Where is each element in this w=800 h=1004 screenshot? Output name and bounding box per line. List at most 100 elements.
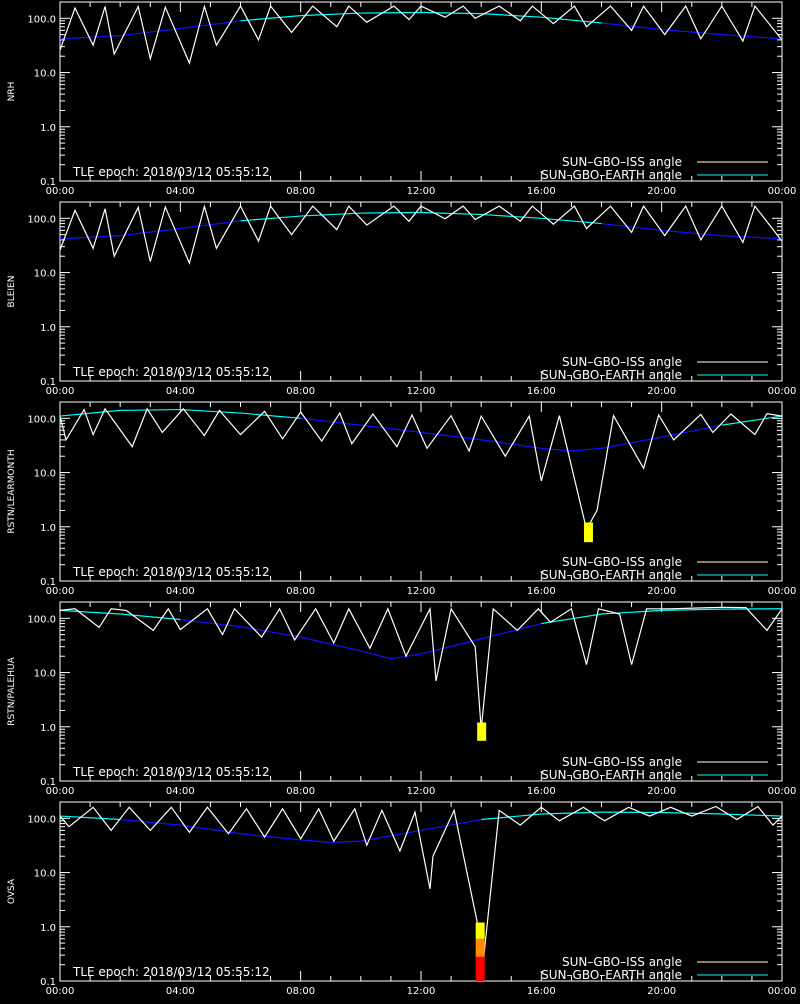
x-tick-label: 00:00 <box>768 986 797 997</box>
y-axis-label: BLEIEN <box>7 276 17 308</box>
y-tick-label: 1.0 <box>40 723 56 734</box>
sensitivity-marker <box>584 522 593 542</box>
sensitivity-marker <box>476 957 485 981</box>
sensitivity-marker <box>476 922 485 938</box>
earth-angle-segment <box>662 813 722 815</box>
y-tick-label: 1.0 <box>40 323 56 334</box>
legend-label: SUN–GBO–EARTH angle <box>541 168 682 182</box>
earth-angle-segment <box>301 637 361 651</box>
x-tick-label: 04:00 <box>166 586 195 597</box>
earth-angle-segment <box>241 627 301 637</box>
x-tick-label: 00:00 <box>46 386 75 397</box>
x-tick-label: 12:00 <box>407 986 436 997</box>
earth-angle-segment <box>241 834 301 840</box>
legend-label: SUN–GBO–EARTH angle <box>541 768 682 782</box>
earth-angle-segment <box>241 413 301 418</box>
earth-angle-segment <box>60 610 120 614</box>
sensitivity-marker <box>477 722 486 740</box>
x-tick-label: 00:00 <box>46 986 75 997</box>
x-tick-label: 08:00 <box>286 586 315 597</box>
plot-area <box>60 6 782 63</box>
x-tick-label: 08:00 <box>286 386 315 397</box>
x-tick-label: 12:00 <box>407 186 436 197</box>
earth-angle-segment <box>241 216 301 221</box>
legend-label: SUN–GBO–EARTH angle <box>541 368 682 382</box>
iss-angle-line <box>60 607 782 729</box>
legend-label: SUN–GBO–ISS angle <box>562 155 682 169</box>
earth-angle-segment <box>301 213 361 216</box>
iss-angle-line <box>60 409 782 530</box>
x-tick-label: 08:00 <box>286 986 315 997</box>
x-tick-label: 20:00 <box>647 786 676 797</box>
x-tick-label: 00:00 <box>46 586 75 597</box>
x-tick-label: 04:00 <box>166 386 195 397</box>
earth-angle-segment <box>301 840 331 842</box>
legend-label: SUN–GBO–ISS angle <box>562 555 682 569</box>
x-tick-label: 16:00 <box>527 186 556 197</box>
x-tick-label: 16:00 <box>527 786 556 797</box>
x-tick-label: 20:00 <box>647 586 676 597</box>
x-tick-label: 04:00 <box>166 186 195 197</box>
sensitivity-marker <box>476 939 485 957</box>
y-tick-label: 10.0 <box>34 469 56 480</box>
y-tick-label: 100.0 <box>27 814 56 825</box>
earth-angle-segment <box>120 410 180 411</box>
x-tick-label: 04:00 <box>166 986 195 997</box>
y-tick-label: 100.0 <box>27 214 56 225</box>
tle-epoch-text: TLE epoch: 2018/03/12 05:55:12 <box>72 965 270 979</box>
earth-angle-segment <box>421 820 481 831</box>
y-axis-label: RSTN/PALEHUA <box>7 656 17 725</box>
x-tick-label: 00:00 <box>768 786 797 797</box>
earth-angle-segment <box>331 841 361 842</box>
earth-angle-segment <box>571 448 601 451</box>
legend-label: SUN–GBO–EARTH angle <box>541 968 682 982</box>
y-tick-label: 100.0 <box>27 14 56 25</box>
x-tick-label: 00:00 <box>768 586 797 597</box>
earth-angle-segment <box>120 820 180 826</box>
earth-angle-segment <box>120 228 180 235</box>
tle-epoch-text: TLE epoch: 2018/03/12 05:55:12 <box>72 765 270 779</box>
iss-angle-line <box>60 206 782 263</box>
y-axis-label: NRH <box>7 82 17 102</box>
y-tick-label: 100.0 <box>27 614 56 625</box>
earth-angle-segment <box>301 13 361 16</box>
earth-angle-segment <box>361 13 421 14</box>
tle-epoch-text: TLE epoch: 2018/03/12 05:55:12 <box>72 565 270 579</box>
x-tick-label: 12:00 <box>407 386 436 397</box>
x-tick-label: 20:00 <box>647 986 676 997</box>
y-tick-label: 10.0 <box>34 269 56 280</box>
y-tick-label: 1.0 <box>40 123 56 134</box>
y-axis-label: OVSA <box>7 878 17 904</box>
x-tick-label: 00:00 <box>768 186 797 197</box>
y-tick-label: 1.0 <box>40 923 56 934</box>
earth-angle-segment <box>602 224 662 231</box>
earth-angle-segment <box>241 16 301 21</box>
earth-angle-segment <box>361 651 391 659</box>
x-tick-label: 16:00 <box>527 586 556 597</box>
y-axis-label: RSTN/LEARMONTH <box>7 449 17 533</box>
earth-angle-segment <box>722 236 782 239</box>
earth-angle-segment <box>421 432 481 439</box>
x-tick-label: 00:00 <box>768 386 797 397</box>
earth-angle-segment <box>602 23 662 30</box>
x-tick-label: 08:00 <box>286 786 315 797</box>
earth-angle-segment <box>361 425 421 432</box>
plot-area <box>60 206 782 263</box>
x-tick-label: 04:00 <box>166 786 195 797</box>
x-tick-label: 20:00 <box>647 186 676 197</box>
tle-epoch-text: TLE epoch: 2018/03/12 05:55:12 <box>72 165 270 179</box>
earth-angle-segment <box>361 213 421 214</box>
y-tick-label: 10.0 <box>34 869 56 880</box>
earth-angle-segment <box>722 35 782 39</box>
plot-area <box>60 409 782 542</box>
x-tick-label: 12:00 <box>407 786 436 797</box>
earth-angle-segment <box>662 30 722 35</box>
earth-angle-segment <box>722 416 782 425</box>
x-tick-label: 16:00 <box>527 386 556 397</box>
